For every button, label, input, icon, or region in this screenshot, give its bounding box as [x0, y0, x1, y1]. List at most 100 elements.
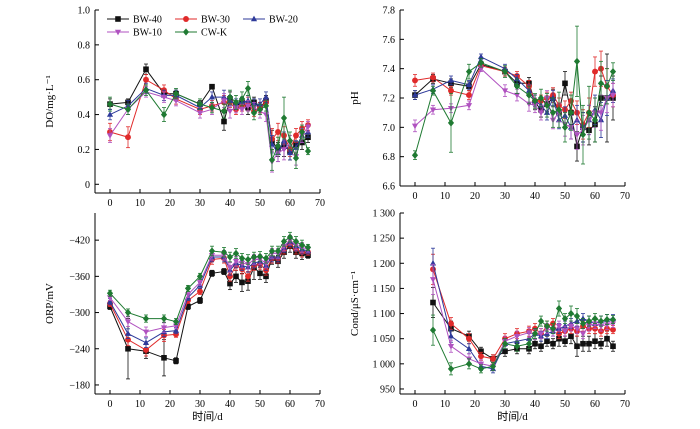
data-point: [268, 156, 276, 164]
data-point: [490, 355, 496, 362]
data-point: [525, 340, 533, 348]
data-point: [143, 76, 149, 83]
y-tick-label: 7.2: [383, 94, 396, 105]
data-point: [430, 74, 436, 81]
data-point: [197, 297, 203, 304]
data-point: [256, 252, 264, 261]
data-point: [591, 116, 599, 124]
data-point: [244, 97, 252, 103]
y-tick-label: 1 150: [373, 284, 396, 295]
legend-label: BW-30: [201, 15, 230, 26]
data-point: [232, 259, 240, 265]
x-tick-label: 30: [195, 399, 205, 410]
data-point: [429, 87, 437, 95]
data-point: [579, 315, 587, 321]
data-point: [525, 330, 533, 337]
data-point: [196, 110, 204, 117]
data-point: [304, 243, 312, 252]
data-point: [555, 106, 563, 114]
data-point: [209, 270, 215, 277]
data-point: [591, 314, 599, 323]
y-tick-label: 6.6: [383, 182, 396, 193]
data-point: [465, 360, 473, 368]
y-tick-label: 950: [380, 384, 395, 395]
data-point: [513, 342, 521, 350]
y-tick-label: 7.8: [383, 6, 396, 17]
y-tick-label: 7.6: [383, 35, 396, 46]
y-tick-label: 0.4: [78, 110, 91, 121]
data-point: [537, 331, 545, 338]
data-point: [585, 317, 593, 325]
data-point: [525, 91, 533, 99]
legend-label: CW-K: [201, 28, 228, 39]
data-point: [232, 249, 240, 258]
data-point: [478, 353, 484, 360]
y-tick-label: 0.2: [78, 145, 91, 156]
x-tick-label: 20: [165, 399, 175, 410]
data-point: [573, 326, 581, 332]
data-point: [562, 338, 568, 345]
data-point: [411, 151, 419, 159]
data-point: [513, 75, 521, 82]
y-tick-label: 7.4: [383, 64, 396, 75]
y-axis-title: Cond/μS·cm⁻¹: [349, 271, 361, 336]
x-tick-label: 70: [315, 399, 325, 410]
data-point: [579, 331, 587, 338]
x-tick-label: 0: [413, 191, 418, 202]
data-point: [447, 77, 455, 83]
data-point: [197, 288, 203, 295]
data-point: [538, 343, 544, 350]
data-point: [106, 298, 114, 304]
data-point: [567, 109, 575, 117]
x-tick-label: 60: [285, 198, 295, 209]
data-point: [513, 92, 521, 99]
data-point: [160, 314, 168, 323]
x-tick-label: 10: [135, 399, 145, 410]
series-line: [109, 91, 309, 163]
data-point: [298, 241, 306, 249]
series-line: [432, 307, 613, 370]
series-CW-K: [106, 231, 312, 326]
data-point: [580, 340, 586, 347]
data-point: [292, 237, 300, 245]
x-tick-label: 50: [255, 399, 265, 410]
data-point: [106, 100, 114, 108]
y-tick-label: 1 050: [373, 334, 396, 345]
series-line: [414, 61, 614, 156]
legend-marker: [115, 16, 121, 22]
chart-panel-orp: 0 10 20 30 40 50 60 70 −180 −240 −300 −360 −420 ORP/m…: [44, 213, 325, 423]
data-point: [609, 92, 617, 99]
data-point: [244, 262, 252, 268]
legend-marker: [182, 28, 190, 36]
data-point: [513, 333, 521, 340]
data-point: [244, 84, 252, 93]
data-point: [262, 260, 270, 267]
x-tick-label: 60: [590, 399, 600, 410]
series-BW-30: [107, 74, 311, 157]
data-point: [525, 101, 533, 108]
y-tick-label: −300: [69, 308, 90, 319]
data-point: [549, 109, 557, 117]
series-line: [109, 87, 309, 154]
data-point: [610, 326, 616, 333]
x-tick-label: 40: [225, 198, 235, 209]
data-point: [244, 103, 252, 110]
data-point: [411, 91, 419, 98]
y-axis-title: ORP/mV: [44, 283, 56, 324]
data-point: [256, 100, 264, 107]
data-point: [124, 319, 132, 325]
data-point: [220, 98, 228, 104]
legend-marker: [183, 16, 189, 22]
data-point: [280, 243, 288, 250]
x-tick-label: 50: [560, 191, 570, 202]
data-point: [477, 59, 485, 67]
data-point: [574, 343, 580, 350]
data-point: [226, 93, 234, 101]
data-point: [124, 105, 132, 113]
data-point: [531, 97, 539, 105]
data-point: [250, 109, 258, 117]
x-tick-label: 60: [590, 191, 600, 202]
data-point: [184, 284, 192, 293]
